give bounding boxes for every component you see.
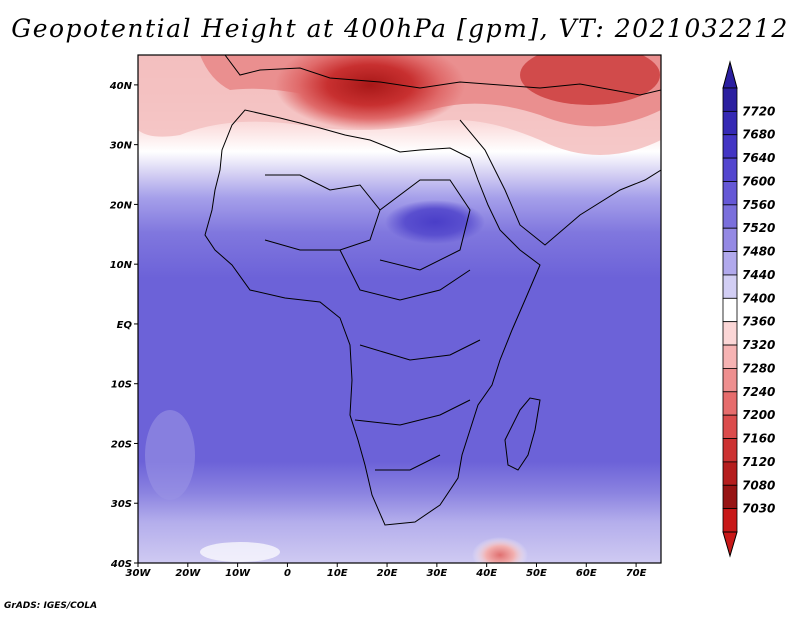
y-tick-label: 40S: [110, 559, 132, 570]
colorbar-segment: [722, 414, 738, 439]
y-axis: 40N 30N 20N 10N EQ 10S 20S 30S 40S: [109, 81, 138, 570]
colorbar-segment: [722, 274, 738, 299]
colorbar-label: 7720: [742, 104, 775, 118]
colorbar-label: 7560: [742, 198, 775, 212]
y-tick-label: EQ: [117, 320, 133, 331]
y-tick-label: 40N: [109, 81, 133, 92]
colorbar-segment: [722, 297, 738, 323]
x-tick-label: 0: [284, 568, 291, 579]
x-tick-label: 10E: [327, 568, 348, 579]
colorbar-label: 7640: [742, 151, 775, 165]
x-tick-label: 30W: [126, 568, 152, 579]
colorbar-segment: [722, 251, 738, 276]
x-tick-label: 60E: [576, 568, 597, 579]
colorbar-label: 7440: [742, 268, 775, 282]
colorbar-segment: [722, 110, 738, 136]
y-tick-label: 10N: [110, 260, 133, 271]
colorbar-label: 7600: [742, 174, 775, 188]
x-tick-label: 50E: [526, 568, 547, 579]
colorbar-segment: [722, 87, 738, 112]
colorbar-segment: [722, 227, 738, 252]
colorbar-label: 7480: [742, 245, 775, 259]
colorbar: 7720 7680 7640 7600 7560 7520 7480 7440 7400 7360…: [722, 60, 775, 558]
colorbar-min-arrow: [722, 531, 738, 558]
colorbar-label: 7080: [742, 478, 775, 492]
colorbar-segment: [722, 484, 738, 510]
y-tick-label: 10S: [111, 380, 132, 391]
colorbar-segment: [722, 368, 738, 393]
colorbar-label: 7680: [742, 128, 775, 142]
colorbar-label: 7240: [742, 385, 775, 399]
colorbar-max-arrow: [722, 60, 738, 89]
x-tick-label: 30E: [426, 568, 447, 579]
y-tick-label: 30N: [110, 141, 133, 152]
y-tick-label: 30S: [111, 499, 132, 510]
colorbar-segment: [722, 508, 738, 533]
colorbar-label: 7520: [742, 221, 775, 235]
x-tick-label: 10W: [225, 568, 251, 579]
plot-frame: [137, 54, 662, 564]
x-tick-label: 40E: [475, 568, 497, 579]
colorbar-segment: [722, 391, 738, 416]
colorbar-label: 7320: [742, 338, 775, 352]
colorbar-label: 7360: [742, 315, 775, 329]
colorbar-segment: [722, 321, 738, 346]
height-field: [138, 55, 661, 563]
colorbar-label: 7120: [742, 455, 775, 469]
x-tick-label: 70E: [626, 568, 647, 579]
colorbar-segment: [722, 438, 738, 463]
x-axis: 30W 20W 10W 0 10E 20E 30E 40E 50E 60E 70E: [126, 563, 647, 579]
colorbar-label: 7280: [742, 361, 775, 375]
colorbar-segment: [722, 157, 738, 182]
colorbar-segment: [722, 461, 738, 486]
y-tick-label: 20N: [110, 200, 133, 211]
x-tick-label: 20W: [175, 568, 201, 579]
credit-text: GrADS: IGES/COLA: [4, 601, 98, 611]
colorbar-segment: [722, 204, 738, 229]
colorbar-segment: [722, 181, 738, 206]
colorbar-label: 7400: [742, 291, 775, 305]
colorbar-label: 7030: [742, 502, 775, 516]
x-tick-label: 20E: [377, 568, 398, 579]
colorbar-label: 7200: [742, 408, 775, 422]
colorbar-label: 7160: [742, 432, 775, 446]
coastlines: [204, 55, 661, 526]
y-tick-label: 20S: [111, 439, 132, 450]
colorbar-segment: [722, 344, 738, 369]
map-title: Geopotential Height at 400hPa [gpm], VT:…: [11, 14, 789, 43]
colorbar-segment: [722, 134, 738, 159]
